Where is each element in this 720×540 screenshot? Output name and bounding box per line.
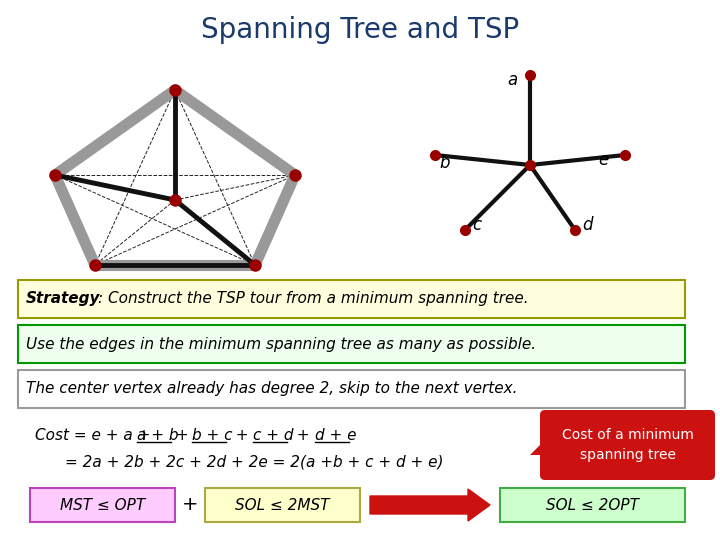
Text: : Construct the TSP tour from a minimum spanning tree.: : Construct the TSP tour from a minimum …: [98, 292, 528, 307]
Text: a + b: a + b: [138, 428, 179, 442]
Text: = 2a + 2b + 2c + 2d + 2e = 2(a +b + c + d + e): = 2a + 2b + 2c + 2d + 2e = 2(a +b + c + …: [65, 455, 444, 469]
Text: +: +: [181, 496, 198, 515]
Text: Spanning Tree and TSP: Spanning Tree and TSP: [201, 16, 519, 44]
FancyBboxPatch shape: [18, 280, 685, 318]
Polygon shape: [530, 440, 545, 455]
Text: +: +: [171, 428, 194, 442]
Text: a: a: [507, 71, 517, 89]
Text: b: b: [440, 154, 450, 172]
Text: +: +: [287, 428, 315, 442]
FancyBboxPatch shape: [30, 488, 175, 522]
FancyBboxPatch shape: [205, 488, 360, 522]
Text: d: d: [582, 216, 593, 234]
Text: MST ≤ OPT: MST ≤ OPT: [60, 497, 145, 512]
Text: c + d: c + d: [253, 428, 294, 442]
Text: b + c: b + c: [192, 428, 233, 442]
Text: c: c: [472, 216, 482, 234]
Text: Cost of a minimum
spanning tree: Cost of a minimum spanning tree: [562, 428, 693, 462]
Text: SOL ≤ 2OPT: SOL ≤ 2OPT: [546, 497, 639, 512]
Text: Cost = e + a +: Cost = e + a +: [35, 428, 156, 442]
FancyBboxPatch shape: [18, 370, 685, 408]
FancyBboxPatch shape: [540, 410, 715, 480]
Text: The center vertex already has degree 2, skip to the next vertex.: The center vertex already has degree 2, …: [26, 381, 518, 396]
Text: d + e: d + e: [315, 428, 356, 442]
FancyBboxPatch shape: [18, 325, 685, 363]
Text: e: e: [598, 151, 608, 169]
FancyArrow shape: [370, 489, 490, 521]
Text: Strategy: Strategy: [26, 292, 101, 307]
FancyBboxPatch shape: [500, 488, 685, 522]
Text: SOL ≤ 2MST: SOL ≤ 2MST: [235, 497, 330, 512]
Text: +: +: [226, 428, 253, 442]
Text: Use the edges in the minimum spanning tree as many as possible.: Use the edges in the minimum spanning tr…: [26, 336, 536, 352]
